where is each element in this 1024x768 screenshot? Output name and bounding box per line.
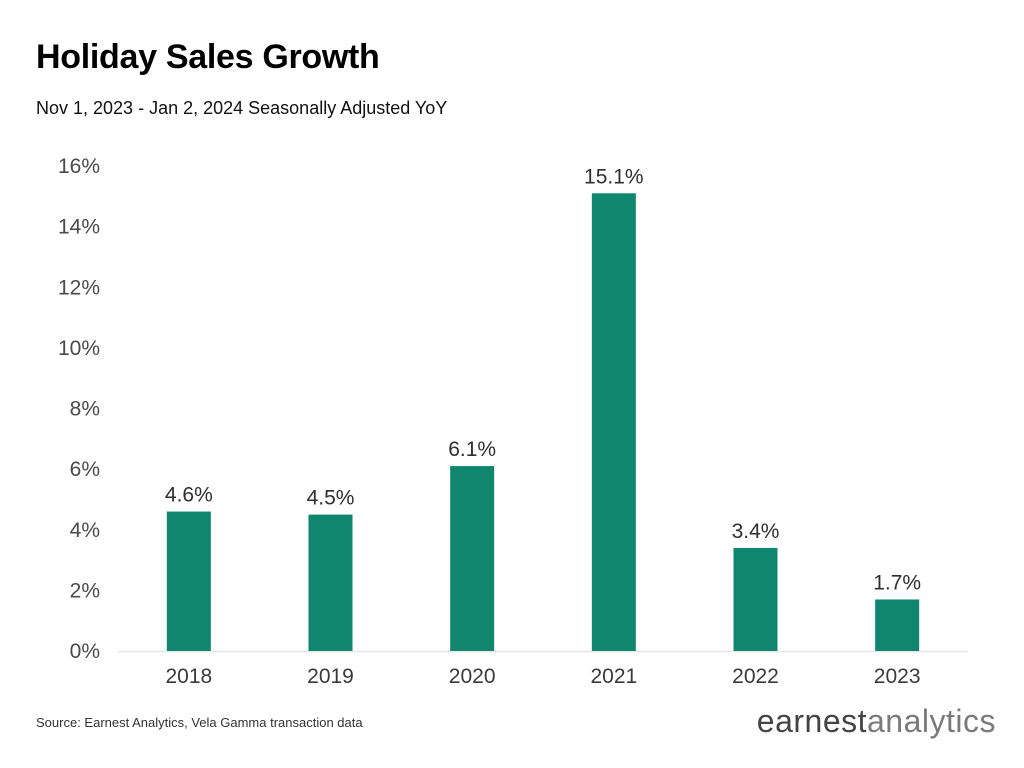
y-tick-label: 10%	[58, 337, 100, 360]
y-tick-label: 12%	[58, 276, 100, 299]
x-tick-label: 2023	[874, 665, 921, 688]
y-tick-label: 6%	[70, 458, 100, 481]
x-tick-label: 2018	[165, 665, 212, 688]
source-note: Source: Earnest Analytics, Vela Gamma tr…	[36, 715, 363, 730]
chart-subtitle: Nov 1, 2023 - Jan 2, 2024 Seasonally Adj…	[36, 98, 448, 118]
x-tick-label: 2019	[307, 665, 354, 688]
y-tick-label: 14%	[58, 216, 100, 239]
data-label: 3.4%	[732, 520, 780, 543]
bar-2019	[308, 514, 353, 651]
y-tick-label: 16%	[58, 155, 100, 178]
y-tick-label: 8%	[70, 398, 100, 421]
data-label: 6.1%	[448, 438, 496, 461]
bar-2018	[166, 511, 211, 651]
y-tick-label: 4%	[70, 519, 100, 542]
data-label: 15.1%	[584, 165, 644, 188]
x-tick-label: 2021	[590, 665, 637, 688]
bar-2021	[591, 193, 636, 651]
logo-word-earnest: earnest	[756, 703, 867, 739]
data-label: 1.7%	[873, 571, 921, 594]
earnest-analytics-logo: earnestanalytics	[757, 703, 996, 740]
x-tick-label: 2020	[449, 665, 496, 688]
bar-chart: 0% 2% 4% 6% 8% 10% 12% 14% 16% 4.6% 2018 4.5% 2019 6.…	[58, 155, 968, 688]
y-tick-label: 0%	[70, 640, 100, 663]
y-tick-label: 2%	[70, 579, 100, 602]
logo-word-analytics: analytics	[867, 703, 996, 739]
bar-2020	[450, 466, 495, 651]
bar-2022	[733, 547, 778, 651]
data-label: 4.6%	[165, 484, 213, 507]
chart-title: Holiday Sales Growth	[36, 38, 380, 76]
bar-2023	[875, 599, 920, 651]
data-label: 4.5%	[307, 487, 355, 510]
x-tick-label: 2022	[732, 665, 779, 688]
